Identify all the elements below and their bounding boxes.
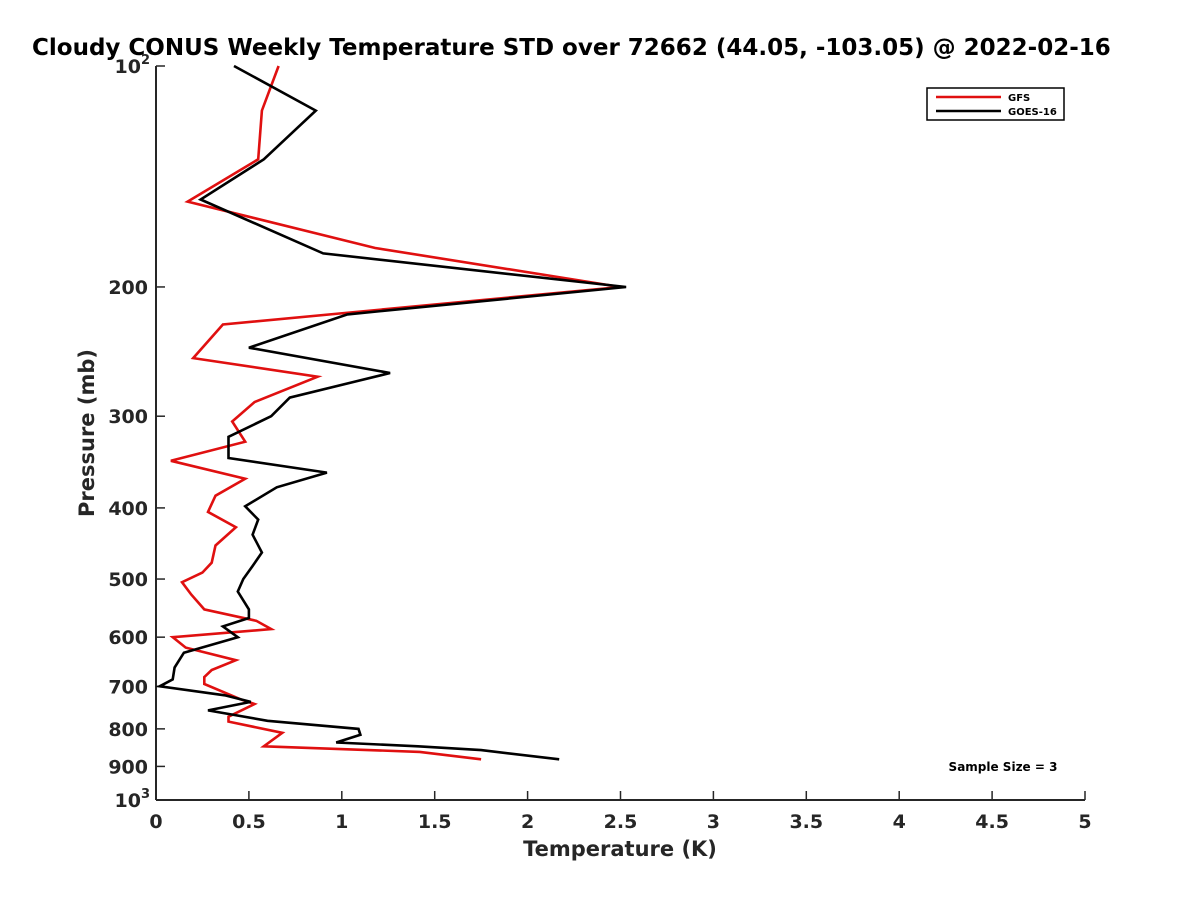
x-tick-label: 0.5: [232, 811, 266, 833]
x-tick-label: 4.5: [975, 811, 1009, 833]
series-line-gfs: [169, 65, 621, 761]
y-axis-ticks: 102 200 300 400 500 600 700 800 900 103: [108, 53, 165, 812]
y-tick-label: 600: [108, 627, 148, 649]
plot-area: [155, 66, 1085, 801]
y-tick-label: 102: [115, 53, 151, 78]
y-tick-label: 900: [108, 756, 148, 778]
x-tick-label: 0: [149, 811, 162, 833]
legend-box: [926, 87, 1065, 121]
y-tick-label: 400: [108, 498, 148, 520]
x-axis-label: Temperature (K): [523, 837, 717, 861]
series-layer: [155, 64, 627, 761]
y-tick-label: 300: [108, 406, 148, 428]
y-axis-label: Pressure (mb): [75, 349, 99, 517]
y-tick-label: 700: [108, 676, 148, 698]
x-tick-label: 1: [335, 811, 348, 833]
x-tick-label: 3: [707, 811, 720, 833]
x-tick-label: 5: [1078, 811, 1091, 833]
chart-title: Cloudy CONUS Weekly Temperature STD over…: [32, 35, 1111, 61]
legend: GFS GOES-16: [926, 87, 1065, 121]
series-line-goes-16: [155, 64, 627, 761]
legend-entry-label: GOES-16: [1008, 107, 1057, 118]
x-tick-label: 2.5: [604, 811, 638, 833]
y-tick-label: 103: [115, 787, 151, 812]
x-tick-label: 3.5: [789, 811, 823, 833]
y-tick-label: 500: [108, 569, 148, 591]
y-tick-label: 200: [108, 277, 148, 299]
x-axis-ticks: 0 0.5 1 1.5 2 2.5 3 3.5 4 4.5 5: [149, 791, 1092, 833]
x-tick-label: 4: [893, 811, 906, 833]
y-tick-label: 800: [108, 719, 148, 741]
sample-size-annotation: Sample Size = 3: [949, 760, 1058, 774]
x-tick-label: 2: [521, 811, 534, 833]
legend-entry-label: GFS: [1008, 93, 1030, 104]
x-tick-label: 1.5: [418, 811, 452, 833]
